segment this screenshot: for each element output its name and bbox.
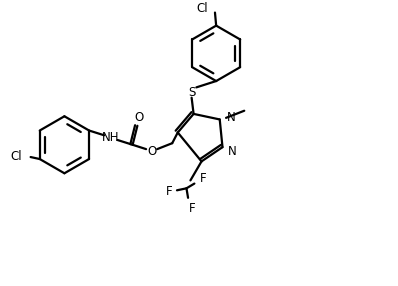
- Text: F: F: [189, 202, 195, 214]
- Text: N: N: [228, 145, 237, 158]
- Text: Cl: Cl: [10, 150, 21, 163]
- Text: F: F: [166, 185, 172, 198]
- Text: S: S: [189, 86, 196, 99]
- Text: NH: NH: [102, 131, 120, 144]
- Text: Cl: Cl: [197, 2, 208, 15]
- Text: F: F: [200, 172, 207, 185]
- Text: O: O: [135, 111, 144, 124]
- Text: N: N: [227, 111, 236, 124]
- Text: O: O: [147, 145, 156, 158]
